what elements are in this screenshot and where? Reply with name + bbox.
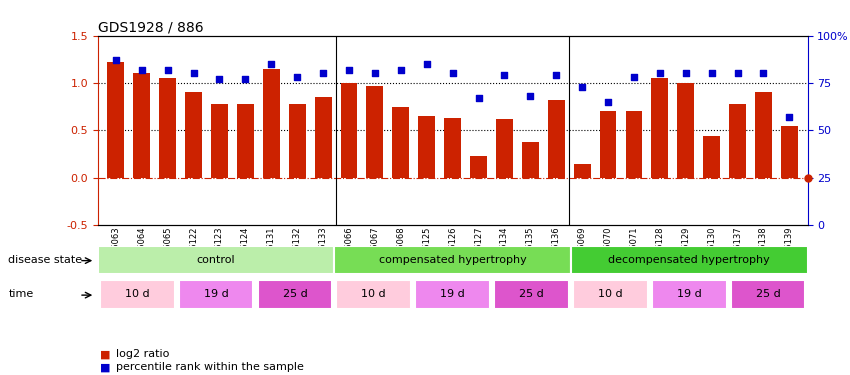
Point <box>445 70 459 76</box>
Point <box>394 67 408 73</box>
Bar <box>237 104 254 178</box>
Text: 25 d: 25 d <box>756 290 780 299</box>
Bar <box>107 62 124 178</box>
Point <box>679 70 693 76</box>
Text: 10 d: 10 d <box>361 290 386 299</box>
Text: GDS1928 / 886: GDS1928 / 886 <box>98 21 203 34</box>
Point <box>239 76 252 82</box>
Point <box>627 74 641 80</box>
Bar <box>652 279 727 309</box>
Point <box>705 70 718 76</box>
Bar <box>258 279 332 309</box>
Bar <box>470 156 487 178</box>
Text: control: control <box>196 255 235 265</box>
Bar <box>418 116 435 178</box>
Point <box>109 57 122 63</box>
Text: disease state: disease state <box>8 255 82 265</box>
Bar <box>571 246 808 274</box>
Bar <box>334 246 571 274</box>
Text: 25 d: 25 d <box>519 290 544 299</box>
Point <box>212 76 226 82</box>
Text: ■: ■ <box>100 350 110 359</box>
Bar <box>99 279 174 309</box>
Point <box>731 70 745 76</box>
Point <box>187 70 201 76</box>
Point <box>161 67 174 73</box>
Bar <box>494 279 569 309</box>
Bar <box>366 86 383 178</box>
Bar <box>626 111 643 178</box>
Bar <box>341 83 358 178</box>
Bar <box>703 136 720 178</box>
Bar <box>781 126 798 178</box>
Bar <box>651 78 668 178</box>
Text: log2 ratio: log2 ratio <box>116 350 169 359</box>
Bar <box>178 279 253 309</box>
Bar <box>729 104 746 178</box>
Point <box>653 70 666 76</box>
Text: 19 d: 19 d <box>204 290 229 299</box>
Bar <box>599 111 616 178</box>
Text: 25 d: 25 d <box>282 290 308 299</box>
Point <box>135 67 149 73</box>
Text: decompensated hypertrophy: decompensated hypertrophy <box>609 255 770 265</box>
Bar <box>159 78 176 178</box>
Point <box>756 70 770 76</box>
Text: time: time <box>8 290 34 299</box>
Point <box>549 72 563 78</box>
Bar <box>522 142 539 178</box>
Text: 10 d: 10 d <box>598 290 623 299</box>
Point <box>316 70 330 76</box>
Point <box>783 114 796 120</box>
Point <box>601 99 615 105</box>
Text: 19 d: 19 d <box>677 290 701 299</box>
Bar <box>133 74 150 178</box>
Bar <box>677 83 694 178</box>
Text: 10 d: 10 d <box>125 290 150 299</box>
Text: 19 d: 19 d <box>440 290 465 299</box>
Bar <box>393 106 409 178</box>
Bar <box>263 69 280 178</box>
Bar <box>416 279 490 309</box>
Text: ■: ■ <box>100 363 110 372</box>
Bar <box>574 164 591 178</box>
Bar <box>185 93 202 178</box>
Point <box>291 74 304 80</box>
Bar <box>211 104 228 178</box>
Point <box>472 95 485 101</box>
Point <box>264 61 278 67</box>
Point <box>368 70 382 76</box>
Point <box>524 93 537 99</box>
Bar <box>731 279 806 309</box>
Point <box>575 84 589 90</box>
Bar <box>314 97 332 178</box>
Text: compensated hypertrophy: compensated hypertrophy <box>379 255 526 265</box>
Text: percentile rank within the sample: percentile rank within the sample <box>116 363 303 372</box>
Bar <box>547 100 564 178</box>
Point <box>497 72 511 78</box>
Point <box>343 67 356 73</box>
Bar <box>755 93 772 178</box>
Bar <box>573 279 648 309</box>
Bar <box>445 118 461 178</box>
Bar <box>496 119 513 178</box>
Bar <box>98 246 334 274</box>
Bar <box>337 279 411 309</box>
Point <box>420 61 434 67</box>
Bar <box>289 104 306 178</box>
